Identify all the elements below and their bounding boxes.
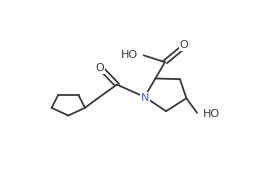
Text: HO: HO (202, 109, 219, 119)
Text: N: N (140, 93, 149, 102)
Text: O: O (180, 40, 189, 50)
Text: O: O (95, 63, 104, 73)
Text: HO: HO (121, 50, 138, 60)
